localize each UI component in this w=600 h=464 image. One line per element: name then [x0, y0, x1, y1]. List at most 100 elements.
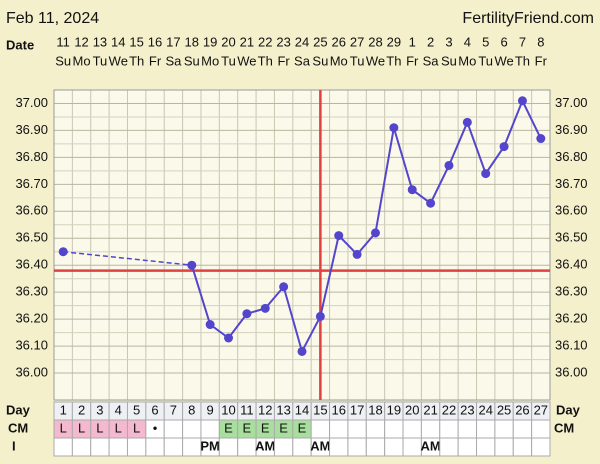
temperature-point	[315, 311, 325, 321]
y-tick-label-right: 36.40	[555, 257, 588, 272]
day-row-label: Day	[6, 402, 31, 417]
date-label: 18	[185, 34, 199, 49]
day-label: 25	[497, 402, 511, 417]
cm-cell	[347, 419, 367, 439]
gap-connector	[63, 250, 192, 266]
day-label: 14	[295, 402, 309, 417]
cm-cell	[402, 419, 422, 439]
day-label: 12	[258, 402, 272, 417]
date-label: 16	[148, 34, 162, 49]
temperature-point	[499, 142, 509, 152]
y-tick-label-right: 36.20	[555, 311, 588, 326]
date-label: 12	[74, 34, 88, 49]
intercourse-cell	[237, 437, 257, 457]
site-name: FertilityFriend.com	[462, 10, 594, 27]
day-label: 16	[332, 402, 346, 417]
day-label: 1	[60, 402, 67, 417]
cm-label: L	[96, 420, 103, 435]
weekday-label: Fr	[149, 53, 162, 68]
date-label: 28	[368, 34, 382, 49]
weekday-label: Sa	[165, 53, 182, 68]
y-tick-label: 36.10	[15, 338, 48, 353]
cm-cell	[439, 419, 459, 439]
y-tick-label-right: 36.70	[555, 176, 588, 191]
day-label: 20	[405, 402, 419, 417]
y-tick-label-right: 36.80	[555, 149, 588, 164]
date-label: 3	[445, 34, 452, 49]
cm-cell	[163, 419, 184, 439]
cm-row-label: CM	[8, 420, 28, 435]
intercourse-cell	[292, 437, 312, 457]
intercourse-label: AM	[255, 438, 275, 453]
weekday-label: Th	[129, 53, 144, 68]
date-row-label: Date	[6, 37, 34, 52]
temperature-point	[517, 96, 527, 106]
cm-label: E	[298, 420, 307, 435]
day-label: 6	[151, 402, 158, 417]
day-label: 22	[442, 402, 456, 417]
intercourse-cell	[365, 437, 386, 457]
day-label: 18	[368, 402, 382, 417]
cm-label: L	[133, 420, 140, 435]
intercourse-cell	[182, 437, 202, 457]
intercourse-cell	[71, 437, 92, 457]
intercourse-cell	[457, 437, 478, 457]
day-label: 3	[96, 402, 103, 417]
date-label: 24	[295, 34, 309, 49]
day-label: 11	[240, 402, 254, 417]
temperature-point	[58, 247, 68, 257]
date-label: 27	[350, 34, 364, 49]
date-label: 5	[482, 34, 489, 49]
y-tick-label: 36.70	[15, 176, 48, 191]
day-label: 21	[423, 402, 437, 417]
day-row-label-right: Day	[556, 402, 581, 417]
y-tick-label-right: 36.30	[555, 284, 588, 299]
cm-label: L	[60, 420, 67, 435]
temperature-point	[370, 228, 380, 238]
weekday-label: Fr	[277, 53, 290, 68]
temperature-point	[352, 249, 362, 259]
y-tick-label-right: 36.50	[555, 230, 588, 245]
temperature-point	[279, 282, 289, 292]
date-label: 26	[332, 34, 346, 49]
temperature-point	[426, 198, 436, 208]
day-label: 19	[387, 402, 401, 417]
day-label: 23	[460, 402, 474, 417]
intercourse-label: AM	[310, 438, 330, 453]
weekday-label: We	[494, 53, 513, 68]
date-label: 2	[427, 34, 434, 49]
y-tick-label: 36.80	[15, 149, 48, 164]
y-tick-label-right: 36.00	[555, 364, 588, 379]
intercourse-cell	[512, 437, 533, 457]
weekday-label: Tu	[221, 53, 236, 68]
intercourse-cell	[329, 437, 349, 457]
cm-label: •	[153, 420, 158, 435]
y-tick-label: 36.30	[15, 284, 48, 299]
intercourse-cell	[402, 437, 422, 457]
cm-cell	[457, 419, 478, 439]
date-label: 21	[240, 34, 254, 49]
y-tick-label: 36.20	[15, 311, 48, 326]
y-tick-label: 36.50	[15, 230, 48, 245]
day-label: 2	[78, 402, 85, 417]
intercourse-cell	[531, 437, 551, 457]
temperature-point	[260, 303, 270, 313]
weekday-label: Mo	[201, 53, 219, 68]
intercourse-cell	[90, 437, 110, 457]
weekday-label: We	[237, 53, 256, 68]
weekday-label: Tu	[350, 53, 365, 68]
intercourse-cell	[126, 437, 147, 457]
date-label: 4	[464, 34, 471, 49]
date-label: 11	[56, 34, 70, 49]
temperature-point	[187, 260, 197, 270]
weekday-label: Fr	[535, 53, 548, 68]
date-label: 14	[111, 34, 125, 49]
y-tick-label-right: 37.00	[555, 95, 588, 110]
y-tick-label: 36.00	[15, 364, 48, 379]
weekday-label: Su	[55, 53, 71, 68]
day-label: 17	[350, 402, 364, 417]
intercourse-row-label: I	[12, 438, 16, 453]
chart-date: Feb 11, 2024	[6, 10, 99, 27]
weekday-label: Sa	[423, 53, 440, 68]
